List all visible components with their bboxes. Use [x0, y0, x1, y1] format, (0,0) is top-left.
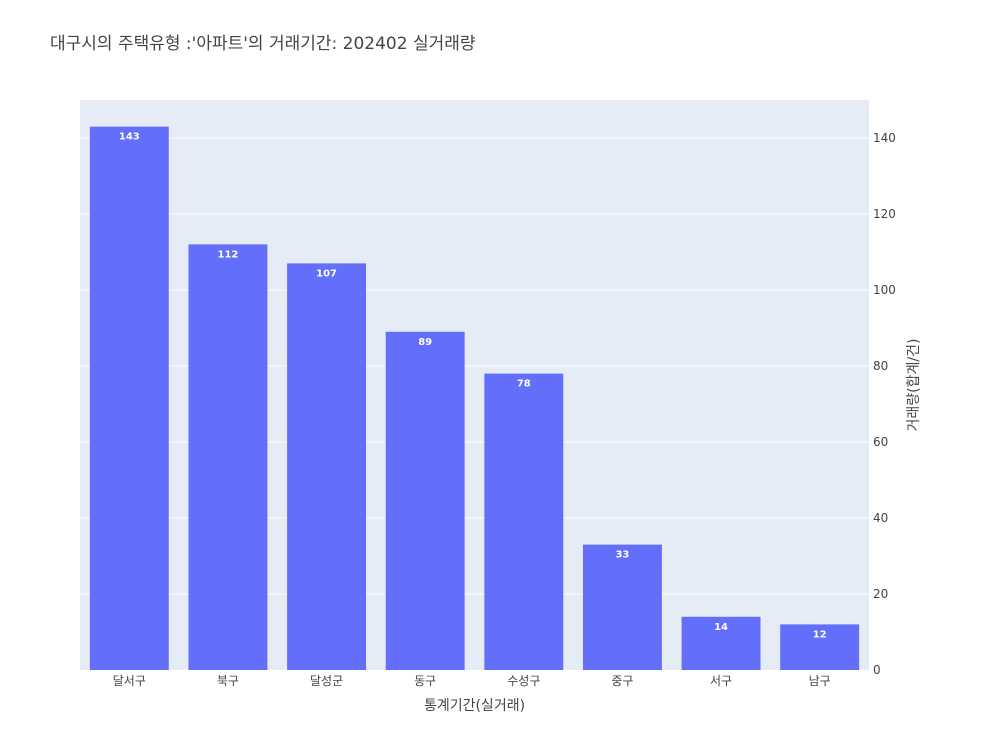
- x-axis-ticks: 달서구 북구 달성군 동구 수성구 중구 서구 남구: [113, 674, 831, 688]
- bars: [89, 126, 860, 671]
- bar-labels: 143 112 107 89 78 33 14 12: [119, 132, 827, 641]
- bar-value-label: 112: [218, 249, 239, 260]
- y-tick-label: 0: [873, 663, 881, 677]
- bar-value-label: 14: [714, 622, 728, 633]
- bar: [780, 624, 860, 670]
- chart-title: 대구시의 주택유형 :'아파트'의 거래기간: 202402 실거래량: [50, 34, 476, 54]
- y-tick-label: 40: [873, 511, 888, 525]
- y-tick-label: 120: [873, 207, 896, 221]
- bar: [582, 544, 662, 670]
- x-axis-title: 통계기간(실거래): [424, 698, 525, 714]
- y-tick-label: 100: [873, 283, 896, 297]
- y-axis-ticks: 0 20 40 60 80 100 120 140: [873, 131, 896, 677]
- x-tick-label: 동구: [414, 674, 436, 688]
- y-axis-title: 거래량(합계/건): [906, 339, 922, 432]
- x-tick-label: 남구: [809, 674, 831, 688]
- x-tick-label: 북구: [217, 674, 239, 688]
- bar: [484, 373, 564, 670]
- y-tick-label: 20: [873, 587, 888, 601]
- y-tick-label: 80: [873, 359, 888, 373]
- y-tick-label: 140: [873, 131, 896, 145]
- bar: [385, 331, 465, 670]
- bar-value-label: 33: [615, 550, 629, 561]
- y-tick-label: 60: [873, 435, 888, 449]
- bar-value-label: 78: [517, 379, 531, 390]
- x-tick-label: 서구: [710, 674, 732, 688]
- x-tick-label: 달서구: [113, 674, 146, 688]
- x-tick-label: 수성구: [507, 674, 540, 688]
- bar-value-label: 12: [813, 629, 827, 640]
- bar: [188, 244, 268, 670]
- bar-value-label: 107: [316, 268, 337, 279]
- bar: [681, 616, 761, 670]
- x-tick-label: 달성군: [310, 674, 343, 688]
- bar: [89, 126, 169, 671]
- x-tick-label: 중구: [611, 674, 633, 688]
- bar: [287, 263, 367, 670]
- bar-value-label: 143: [119, 132, 140, 143]
- bar-value-label: 89: [418, 337, 432, 348]
